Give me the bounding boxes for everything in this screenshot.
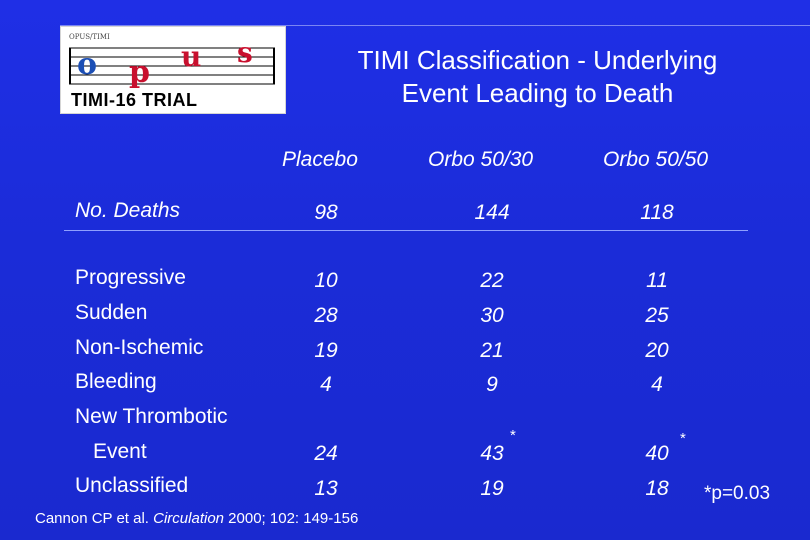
significance-star-orbo-50-50: * [680,430,686,447]
cell-bleeding-placebo: 4 [320,373,332,396]
citation-journal: Circulation [153,510,225,527]
cell-progressive-placebo: 10 [314,269,338,292]
row-label-new-thrombotic: New Thrombotic [75,405,228,428]
slide-title: TIMI Classification - Underlying Event L… [310,44,765,110]
citation: Cannon CP et al. Circulation 2000; 102: … [35,510,358,527]
logo-trial-text: TIMI-16 TRIAL [71,90,198,110]
cell-non-ischemic-placebo: 19 [314,339,338,362]
cell-progressive-orbo-50-30: 22 [480,269,504,292]
row-label-unclassified: Unclassified [75,474,189,497]
logo-letter-p: p [129,55,150,88]
cell-thrombotic-placebo: 24 [314,442,338,465]
cell-unclassified-placebo: 13 [314,477,338,500]
cell-non-ischemic-orbo-50-30: 21 [480,339,504,362]
row-label-bleeding: Bleeding [75,370,157,393]
row-label-sudden: Sudden [75,301,148,324]
column-header-placebo: Placebo [282,148,358,171]
title-line-1: TIMI Classification - Underlying [357,45,718,75]
header-rule [60,25,810,26]
logo-letter-u: u [181,44,201,73]
cell-progressive-orbo-50-50: 11 [646,269,668,292]
logo-small-text: OPUS/TIMI [69,33,110,41]
cell-deaths-placebo: 98 [314,201,338,224]
table-divider [64,230,748,231]
cell-deaths-orbo-50-30: 144 [474,201,510,224]
cell-unclassified-orbo-50-30: 19 [480,477,504,500]
row-label-event: Event [93,440,147,463]
logo-staff-graphic: o p u s [69,44,275,88]
cell-thrombotic-orbo-50-50: 40 [645,442,669,465]
cell-deaths-orbo-50-50: 118 [640,201,674,224]
cell-sudden-orbo-50-50: 25 [645,304,669,327]
cell-bleeding-orbo-50-50: 4 [651,373,663,396]
citation-details: 2000; 102: 149-156 [224,510,359,527]
p-value-note: *p=0.03 [704,483,771,504]
cell-sudden-orbo-50-30: 30 [480,304,504,327]
citation-authors: Cannon CP et al. [35,510,154,527]
logo-letter-o: o [77,47,97,82]
cell-bleeding-orbo-50-30: 9 [486,373,498,396]
cell-thrombotic-orbo-50-30: 43 [480,442,504,465]
opus-timi16-logo: OPUS/TIMI o p u s TIMI-16 TRIAL [60,26,286,114]
row-label-no-deaths: No. Deaths [75,199,181,222]
logo-letter-s: s [237,44,253,69]
significance-star-orbo-50-30: * [510,427,516,444]
row-label-progressive: Progressive [75,266,186,289]
cell-non-ischemic-orbo-50-50: 20 [645,339,669,362]
title-line-2: Event Leading to Death [401,78,674,108]
cell-unclassified-orbo-50-50: 18 [645,477,669,500]
row-label-non-ischemic: Non-Ischemic [75,336,204,359]
column-header-orbo-50-30: Orbo 50/30 [428,148,534,171]
cell-sudden-placebo: 28 [314,304,338,327]
column-header-orbo-50-50: Orbo 50/50 [603,148,709,171]
